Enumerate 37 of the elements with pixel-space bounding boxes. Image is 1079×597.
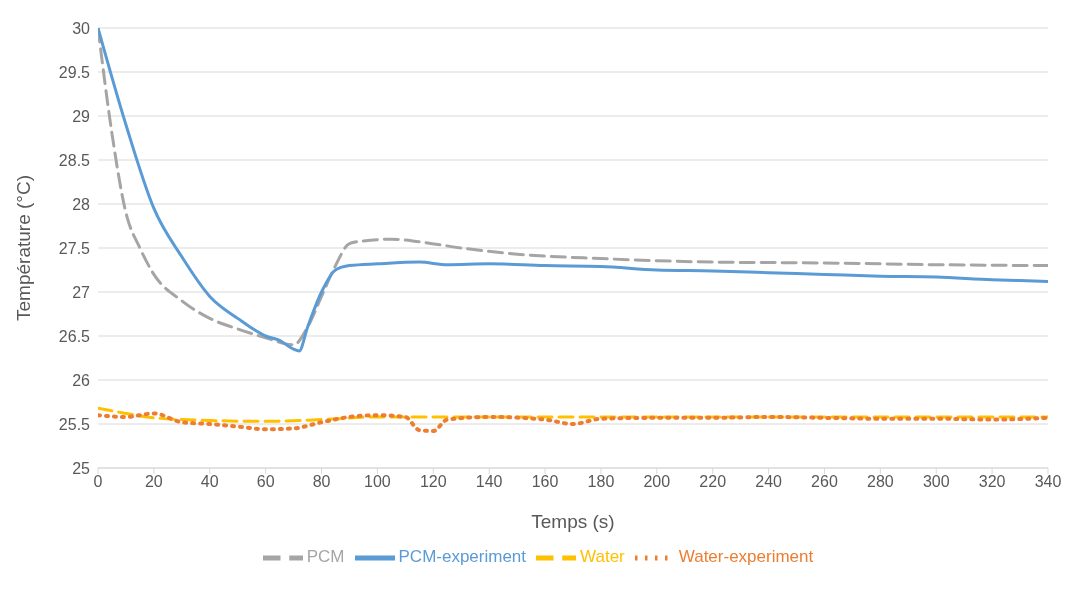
y-tick-label: 27 <box>72 283 91 301</box>
y-tick-label: 29.5 <box>58 63 91 81</box>
y-tick-label: 28.5 <box>58 151 91 169</box>
y-tick-label: 26.5 <box>58 327 91 345</box>
x-tick-label: 80 <box>312 473 331 491</box>
legend-label: Water <box>580 547 625 567</box>
x-tick-label: 300 <box>922 473 950 491</box>
x-tick-label: 200 <box>643 473 671 491</box>
y-axis-title: Température (°C) <box>12 175 34 321</box>
x-axis-title: Temps (s) <box>531 511 615 532</box>
x-tick-label: 160 <box>531 473 559 491</box>
x-tick-label: 220 <box>699 473 727 491</box>
y-tick-label: 25.5 <box>58 415 91 433</box>
legend-label: Water-experiment <box>678 547 814 567</box>
x-tick-label: 340 <box>1034 473 1062 491</box>
x-tick-label: 180 <box>587 473 615 491</box>
x-tick-label: 260 <box>811 473 838 491</box>
line-series <box>98 406 1048 423</box>
x-tick-label: 120 <box>419 473 447 491</box>
y-tick-label: 28 <box>72 195 91 213</box>
y-tick-label: 26 <box>72 371 91 389</box>
x-tick-label: 100 <box>364 473 391 491</box>
x-tick-label: 320 <box>978 473 1006 491</box>
x-tick-label: 140 <box>475 473 503 491</box>
x-tick-label: 60 <box>256 473 275 491</box>
line-series <box>98 411 1048 434</box>
legend-label: PCM-experiment <box>398 547 527 567</box>
legend-label: PCM <box>306 547 345 567</box>
x-tick-label: 40 <box>200 473 219 491</box>
y-tick-label: 27.5 <box>58 239 91 257</box>
y-tick-label: 29 <box>72 107 91 125</box>
x-tick-label: 20 <box>144 473 163 491</box>
x-tick-label: 280 <box>867 473 894 491</box>
y-tick-label: 30 <box>72 19 91 37</box>
x-tick-label: 240 <box>755 473 783 491</box>
x-tick-label: 0 <box>93 473 103 491</box>
y-tick-label: 25 <box>72 459 91 477</box>
